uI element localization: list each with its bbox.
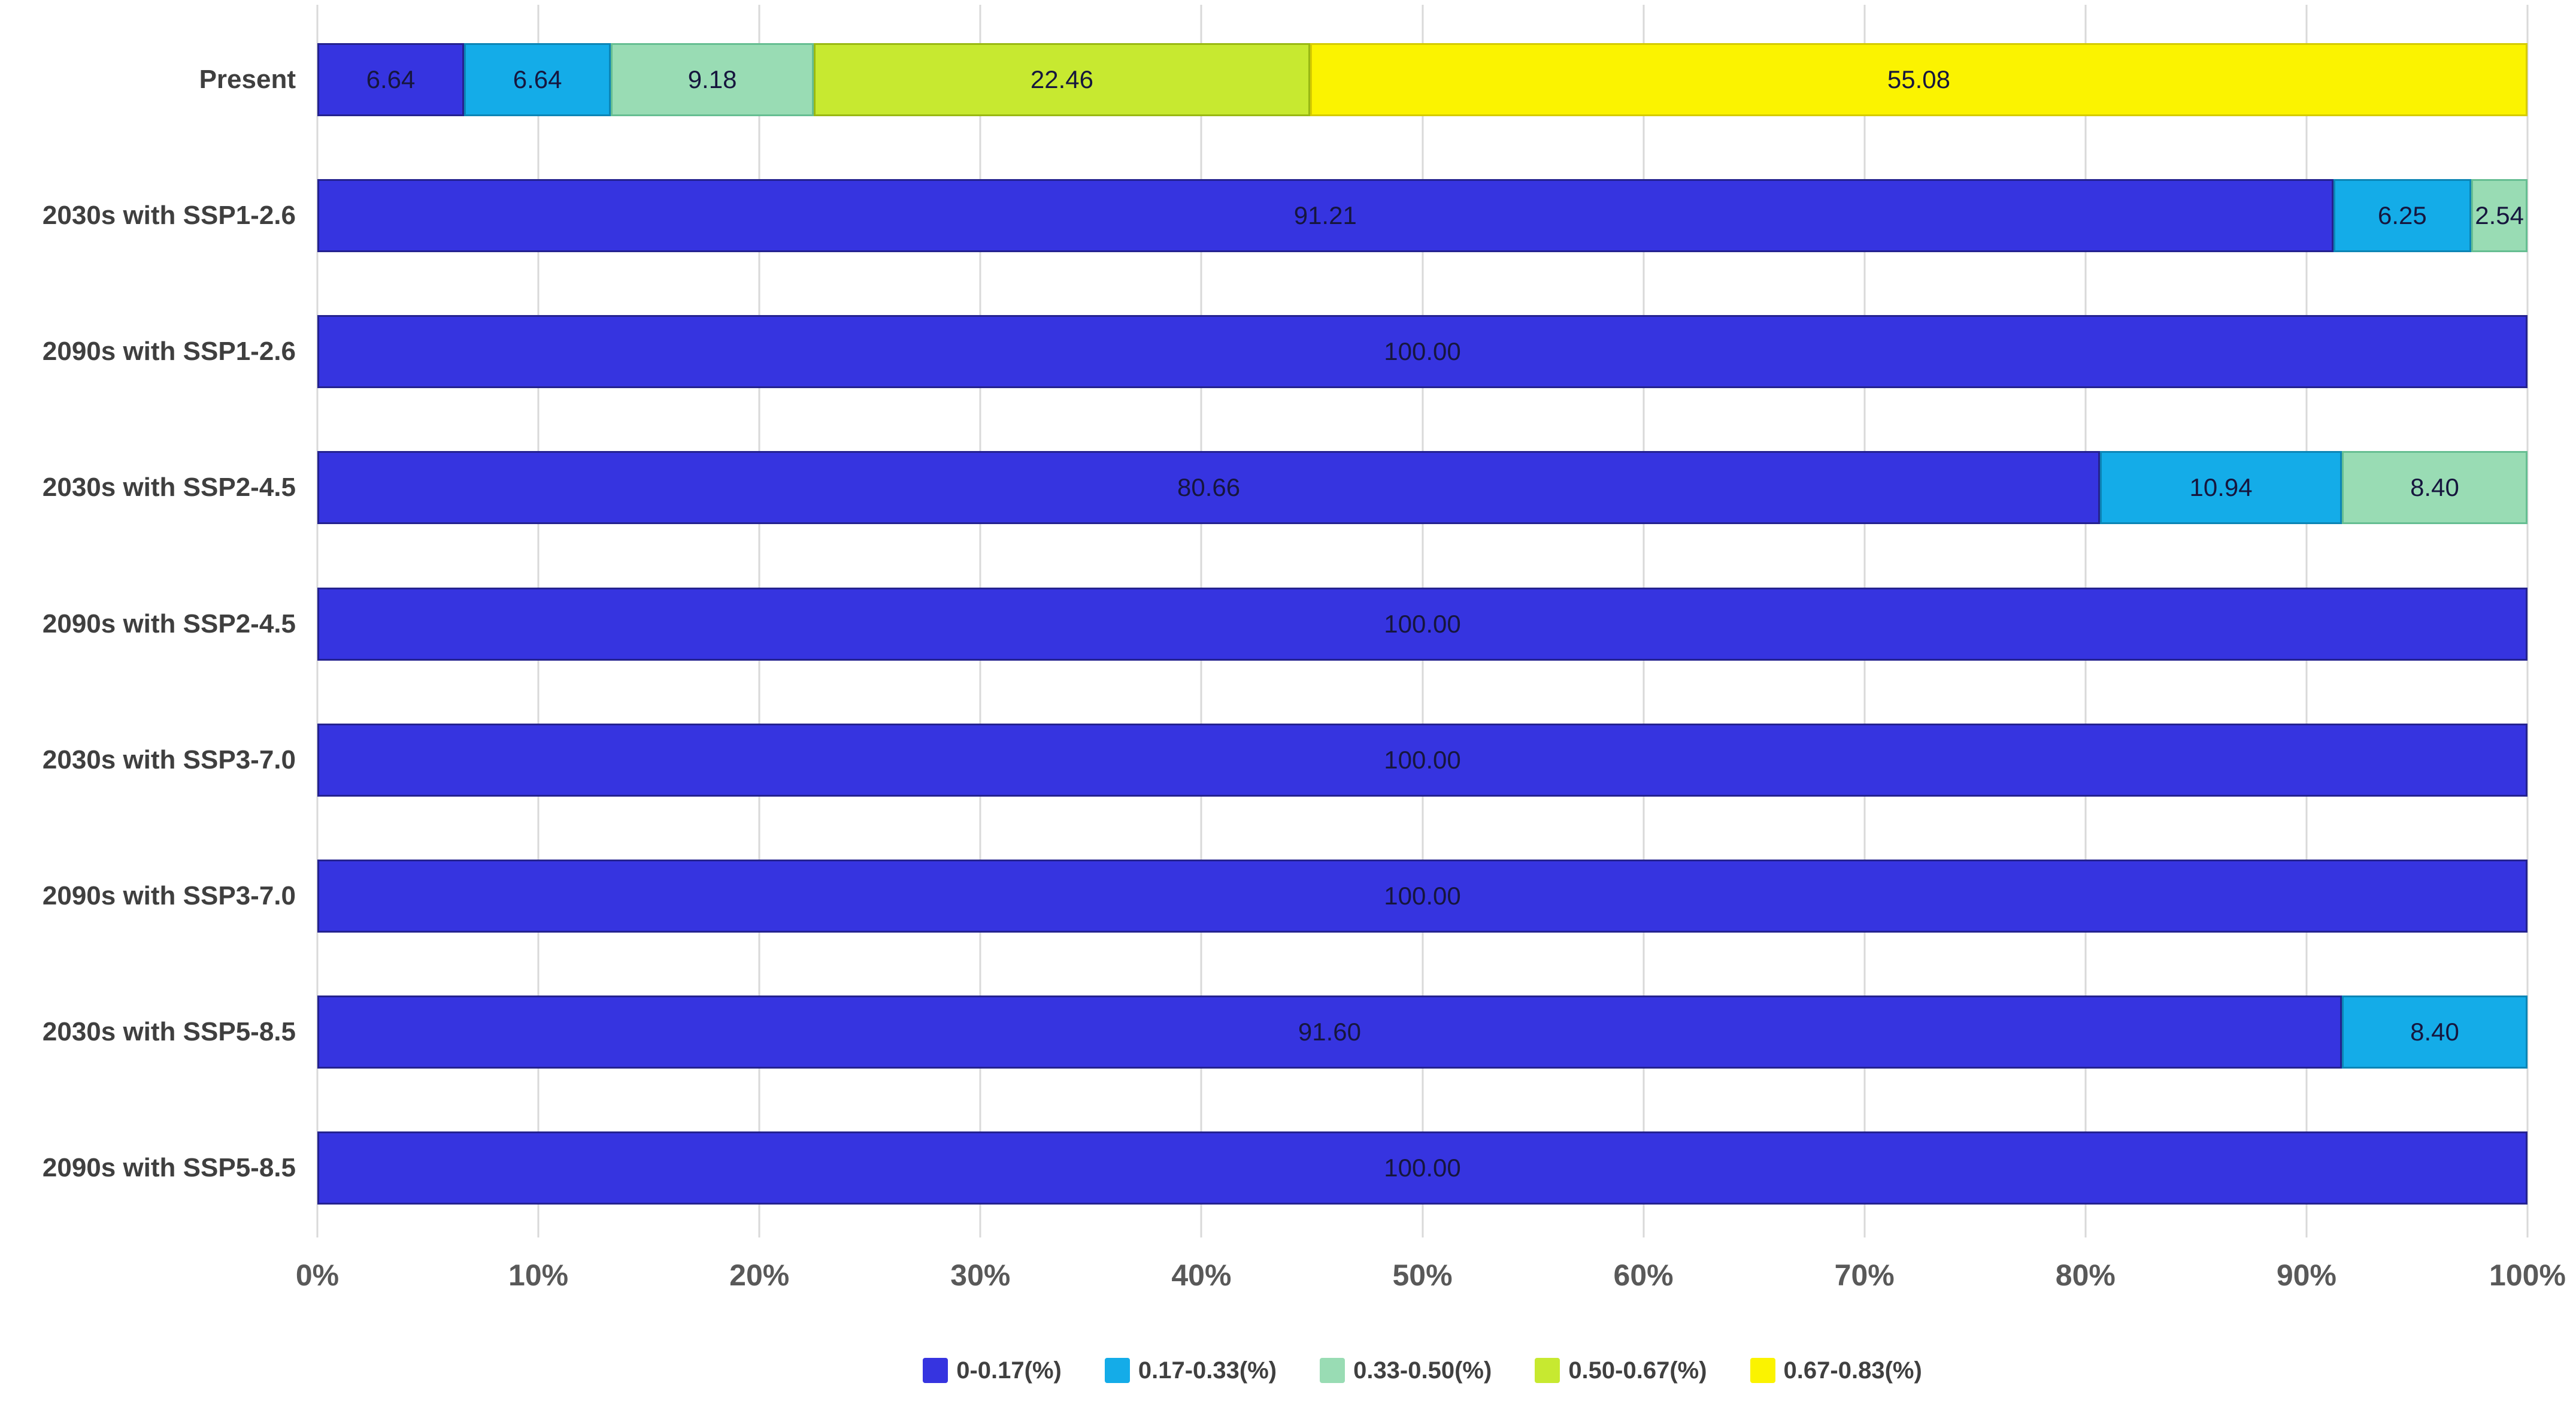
bar-row: 2090s with SSP5-8.5 100.00 (0, 1131, 2527, 1205)
bar-value-label: 6.64 (366, 65, 416, 93)
category-label: 2090s with SSP2-4.5 (42, 609, 296, 639)
bar-value-label: 6.25 (2378, 201, 2427, 230)
bar-segment: 100.00 (317, 1131, 2527, 1205)
bar-segment: 6.64 (464, 43, 611, 116)
bar-segment: 2.54 (2471, 179, 2527, 253)
legend-item: 0.33-0.50(%) (1320, 1357, 1492, 1384)
bar-value-label: 8.40 (2410, 473, 2459, 502)
stacked-bar: 100.00 (317, 315, 2527, 389)
category-label: Present (199, 65, 296, 94)
stacked-bar: 91.21 6.25 2.54 (317, 179, 2527, 253)
legend-label: 0.17-0.33(%) (1138, 1357, 1277, 1384)
bar-value-label: 2.54 (2475, 201, 2524, 230)
bar-segment: 55.08 (1310, 43, 2527, 116)
bar-value-label: 22.46 (1030, 65, 1094, 93)
legend-label: 0.50-0.67(%) (1568, 1357, 1707, 1384)
bar-segment: 10.94 (2100, 451, 2342, 525)
bar-row: 2030s with SSP5-8.5 91.60 8.40 (0, 995, 2527, 1069)
category-label: 2090s with SSP1-2.6 (42, 337, 296, 367)
bar-value-label: 10.94 (2189, 473, 2253, 502)
legend-item: 0-0.17(%) (923, 1357, 1062, 1384)
bar-row: 2090s with SSP1-2.6 100.00 (0, 315, 2527, 389)
legend-label: 0-0.17(%) (956, 1357, 1062, 1384)
stacked-bar: 100.00 (317, 1131, 2527, 1205)
x-tick-label: 60% (1613, 1258, 1674, 1292)
bar-rows: Present 6.64 6.64 9.18 22.46 55.08 2030s with … (0, 43, 2527, 1205)
legend-item: 0.50-0.67(%) (1535, 1357, 1707, 1384)
bar-segment: 22.46 (813, 43, 1310, 116)
bar-segment: 8.40 (2341, 995, 2527, 1069)
bar-segment: 6.25 (2333, 179, 2472, 253)
category-label: 2030s with SSP1-2.6 (42, 201, 296, 231)
legend-label: 0.33-0.50(%) (1353, 1357, 1492, 1384)
bar-value-label: 55.08 (1887, 65, 1951, 93)
legend-marker-icon (1104, 1358, 1130, 1383)
category-label: 2030s with SSP2-4.5 (42, 473, 296, 503)
bar-segment: 8.40 (2341, 451, 2527, 525)
bar-segment: 6.64 (317, 43, 465, 116)
bar-row: Present 6.64 6.64 9.18 22.46 55.08 (0, 43, 2527, 116)
legend-marker-icon (923, 1358, 948, 1383)
stacked-bar: 91.60 8.40 (317, 995, 2527, 1069)
x-tick-label: 0% (295, 1258, 340, 1292)
x-tick-label: 70% (1834, 1258, 1895, 1292)
x-tick-label: 40% (1171, 1258, 1232, 1292)
category-label: 2090s with SSP3-7.0 (42, 880, 296, 910)
legend-item: 0.17-0.33(%) (1104, 1357, 1277, 1384)
x-tick-label: 100% (2489, 1258, 2566, 1292)
bar-value-label: 100.00 (1384, 609, 1461, 638)
bar-row: 2030s with SSP1-2.6 91.21 6.25 2.54 (0, 179, 2527, 253)
stacked-bar: 100.00 (317, 723, 2527, 797)
x-tick-label: 90% (2276, 1258, 2336, 1292)
legend-marker-icon (1750, 1358, 1775, 1383)
bar-value-label: 91.60 (1298, 1017, 1362, 1046)
stacked-bar: 6.64 6.64 9.18 22.46 55.08 (317, 43, 2527, 116)
legend-label: 0.67-0.83(%) (1783, 1357, 1922, 1384)
bar-value-label: 9.18 (687, 65, 737, 93)
legend-item: 0.67-0.83(%) (1750, 1357, 1922, 1384)
bar-segment: 100.00 (317, 315, 2527, 389)
legend-marker-icon (1535, 1358, 1560, 1383)
x-tick-label: 10% (508, 1258, 569, 1292)
bar-segment: 100.00 (317, 859, 2527, 933)
bar-row: 2030s with SSP2-4.5 80.66 10.94 8.40 (0, 451, 2527, 525)
bar-segment: 100.00 (317, 587, 2527, 661)
x-tick-label: 80% (2055, 1258, 2116, 1292)
x-tick-label: 30% (950, 1258, 1011, 1292)
x-tick-label: 20% (729, 1258, 790, 1292)
bar-segment: 9.18 (611, 43, 814, 116)
bar-value-label: 100.00 (1384, 1154, 1461, 1182)
category-label: 2090s with SSP5-8.5 (42, 1153, 296, 1182)
bar-row: 2090s with SSP2-4.5 100.00 (0, 587, 2527, 661)
bar-row: 2030s with SSP3-7.0 100.00 (0, 723, 2527, 797)
bar-segment: 100.00 (317, 723, 2527, 797)
legend-marker-icon (1320, 1358, 1345, 1383)
stacked-bar: 80.66 10.94 8.40 (317, 451, 2527, 525)
bar-value-label: 100.00 (1384, 745, 1461, 774)
x-axis: 0% 10% 20% 30% 40% 50% 60% 70% 80% 90% 100% (296, 1258, 2566, 1306)
bar-value-label: 8.40 (2410, 1017, 2459, 1046)
bar-value-label: 100.00 (1384, 337, 1461, 366)
category-label: 2030s with SSP5-8.5 (42, 1016, 296, 1046)
stacked-bar: 100.00 (317, 859, 2527, 933)
bar-value-label: 80.66 (1177, 473, 1241, 502)
legend: 0-0.17(%) 0.17-0.33(%) 0.33-0.50(%) 0.50-0.… (317, 1346, 2527, 1394)
category-label: 2030s with SSP3-7.0 (42, 745, 296, 774)
bar-value-label: 6.64 (513, 65, 562, 93)
bar-row: 2090s with SSP3-7.0 100.00 (0, 859, 2527, 933)
stacked-bar: 100.00 (317, 587, 2527, 661)
bar-segment: 91.21 (317, 179, 2333, 253)
x-tick-label: 50% (1392, 1258, 1453, 1292)
bar-segment: 80.66 (317, 451, 2101, 525)
bar-segment: 91.60 (317, 995, 2342, 1069)
bar-value-label: 91.21 (1293, 201, 1357, 230)
bar-value-label: 100.00 (1384, 881, 1461, 910)
